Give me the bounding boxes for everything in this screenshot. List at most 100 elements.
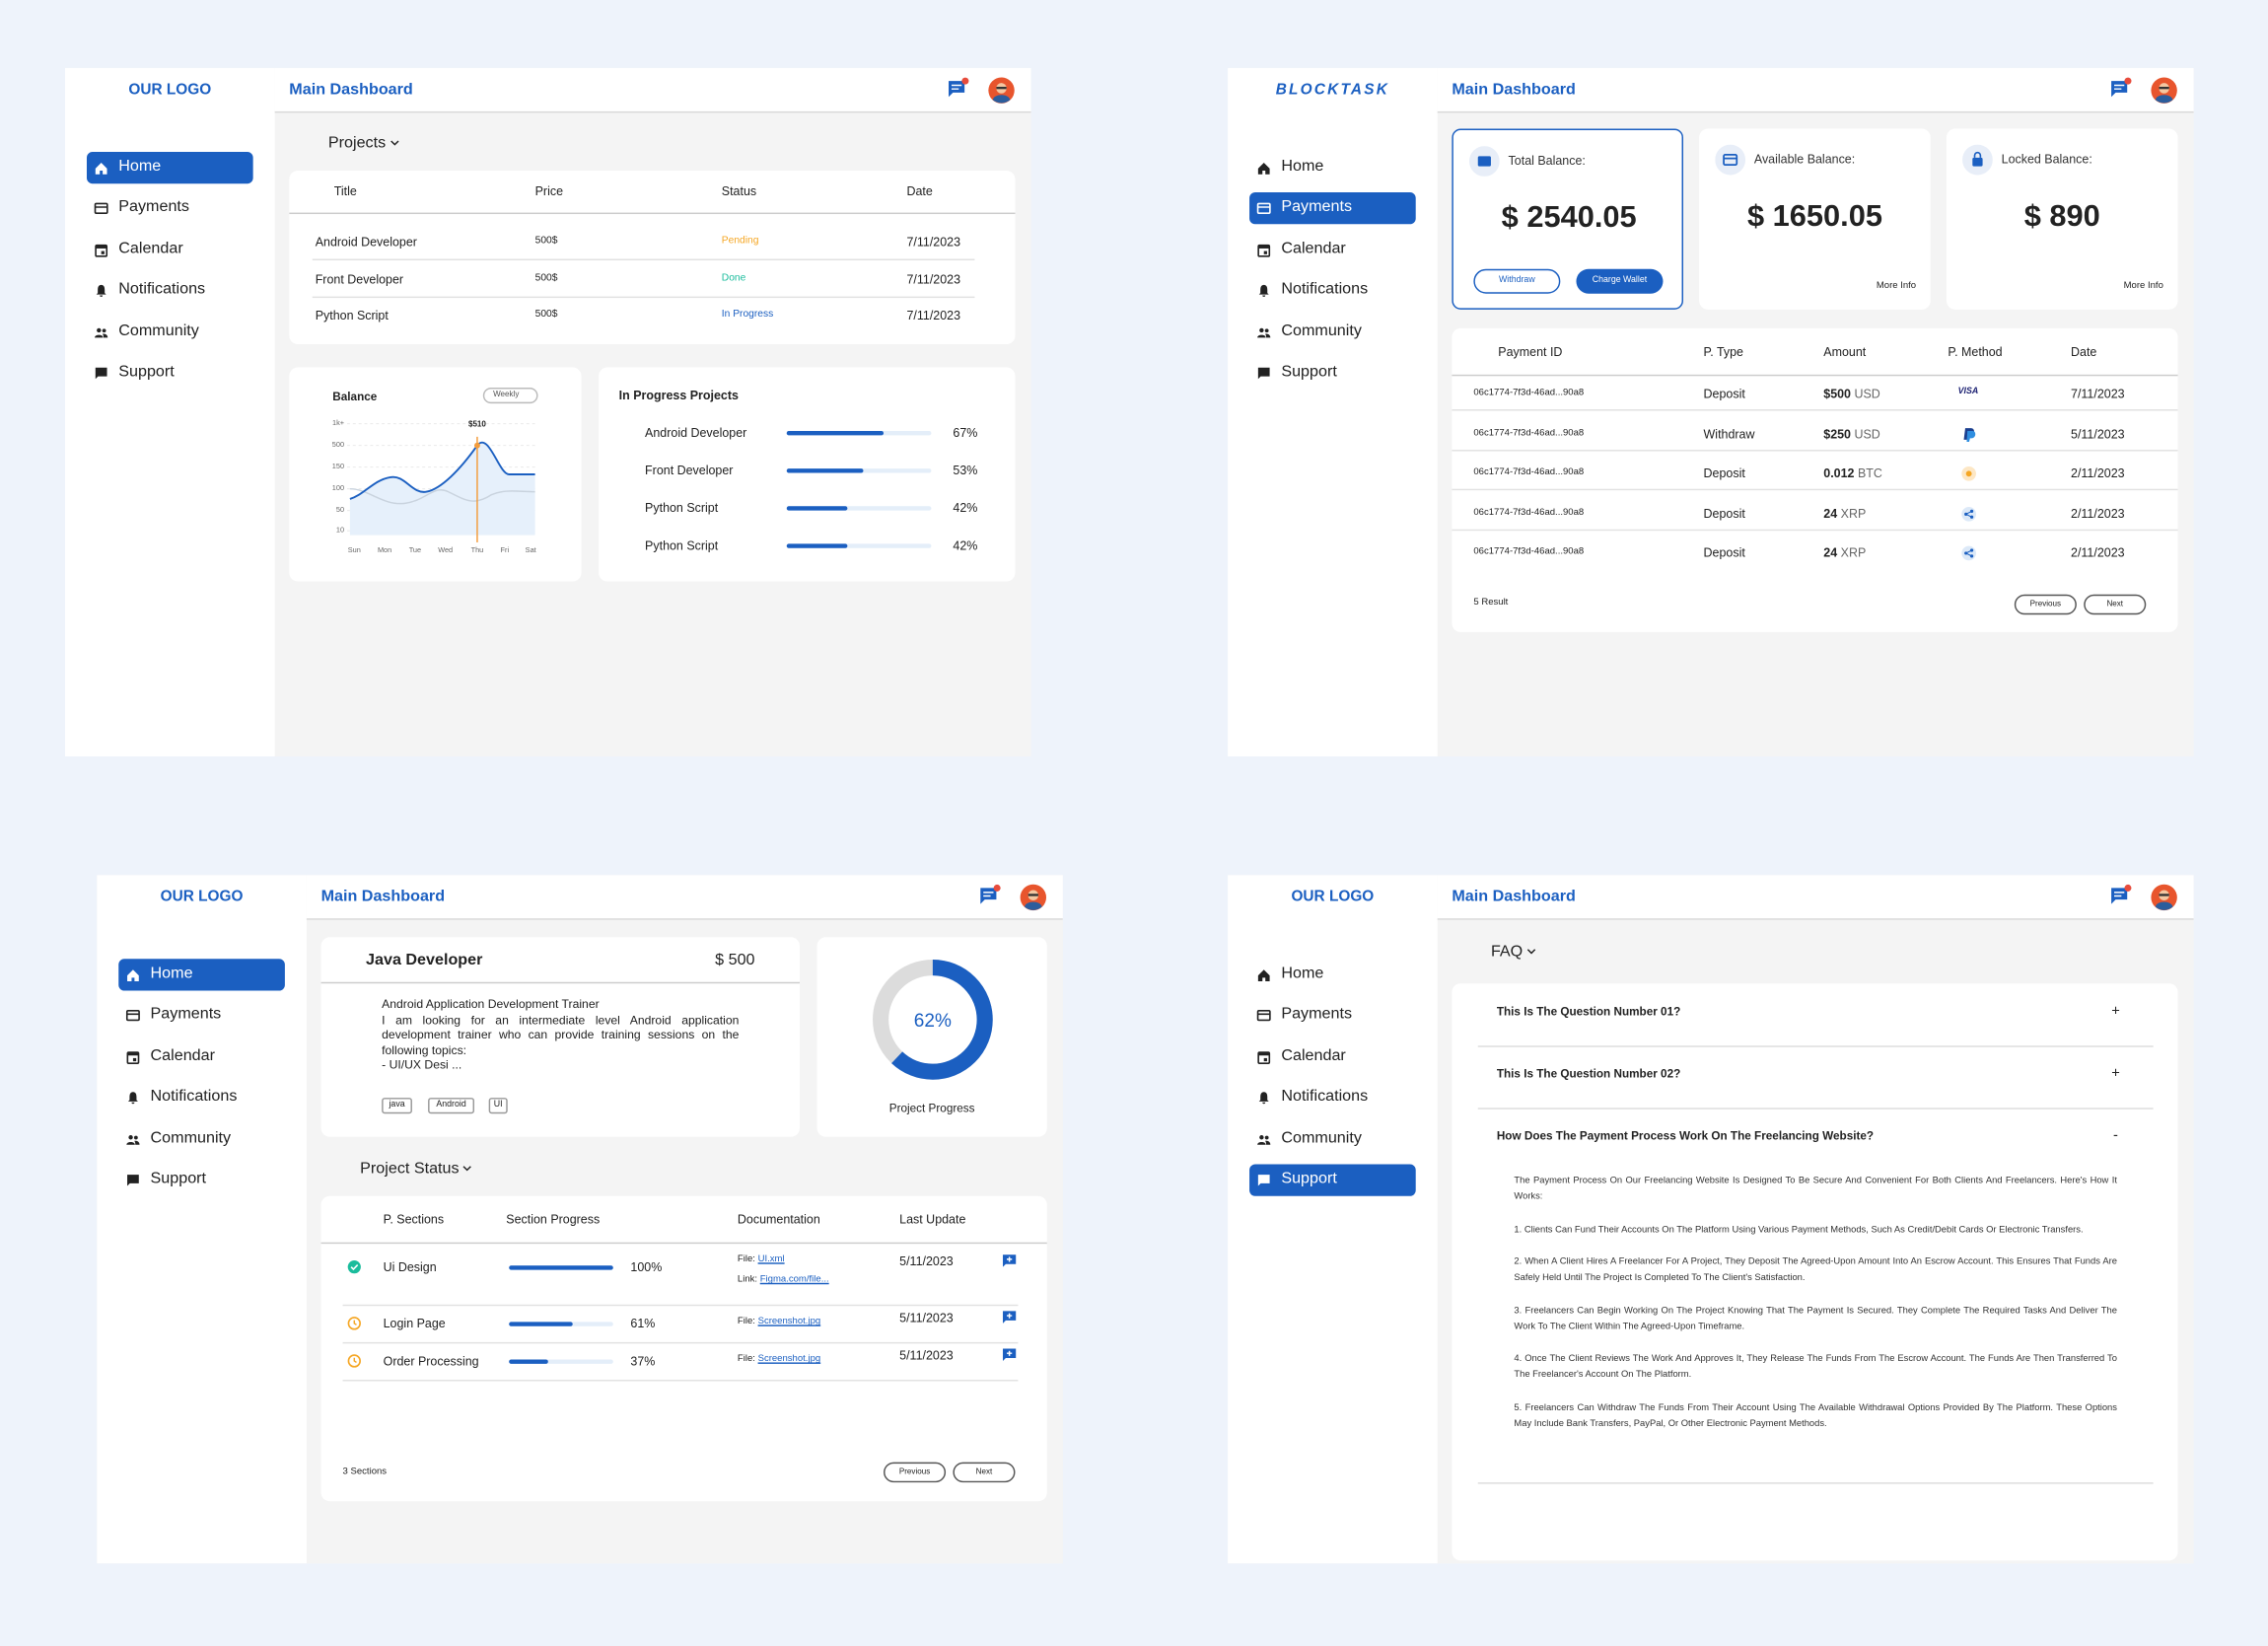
progress-percent: 37% [630, 1353, 656, 1369]
nav-icon [1256, 201, 1271, 216]
nav-item[interactable]: Home [118, 959, 285, 991]
nav-item[interactable]: Calendar [1249, 234, 1416, 265]
row-divider [1452, 449, 2178, 451]
icon-shape [1258, 245, 1270, 249]
nav-item[interactable]: Payments [1249, 192, 1416, 225]
icon-shape [1257, 244, 1271, 257]
nav-label: Calendar [1281, 240, 1346, 257]
faq-question[interactable]: This Is The Question Number 02? + [1478, 1060, 2154, 1092]
nav-item[interactable]: Payments [87, 193, 253, 225]
nav-item[interactable]: Notifications [87, 275, 253, 307]
payment-method: VISA [1957, 388, 1979, 396]
comment-button[interactable] [1002, 1348, 1017, 1363]
row-divider [1477, 1045, 2154, 1047]
dropdown[interactable]: Project Status [360, 1160, 472, 1178]
payment-method-icon [1959, 543, 1978, 562]
document-link[interactable]: Figma.com/file... [759, 1273, 829, 1285]
withdraw-button[interactable]: Withdraw [1473, 268, 1561, 294]
nav-item[interactable]: Support [1249, 1164, 1416, 1196]
nav-item[interactable]: Notifications [1249, 275, 1416, 307]
avatar[interactable] [988, 77, 1016, 105]
faq-question[interactable]: This Is The Question Number 01? + [1478, 998, 2154, 1030]
nav-item[interactable]: Support [87, 357, 253, 389]
amount-unit: BTC [1857, 465, 1882, 480]
more-info-link[interactable]: More Info [2123, 280, 2163, 291]
icon-shape [126, 1134, 140, 1145]
nav-item[interactable]: Home [86, 151, 253, 184]
document-link[interactable]: UI.xml [757, 1253, 785, 1264]
amount-unit: USD [1854, 386, 1880, 401]
icon-shape [1972, 157, 1983, 167]
nav-label: Community [118, 322, 199, 340]
nav-item[interactable]: Payments [118, 1000, 285, 1032]
icon-shape [95, 244, 108, 257]
avatar[interactable] [2151, 77, 2178, 105]
payment-id: 06c1774-7f3d-46ad...90a8 [1473, 507, 1585, 518]
icon-shape [992, 95, 1011, 104]
dropdown-label: Project Status [360, 1160, 460, 1178]
nav-icon [94, 284, 108, 299]
nav-icon [94, 324, 108, 339]
dropdown[interactable]: Projects [328, 134, 399, 152]
balance-label: Available Balance: [1753, 151, 1856, 167]
nav-item[interactable]: Support [1249, 357, 1416, 389]
nav-label: Home [1281, 157, 1324, 176]
payment-amount: 24 XRP [1823, 545, 1866, 560]
nav-item[interactable]: Calendar [87, 234, 253, 265]
payment-amount: 24 XRP [1823, 506, 1866, 521]
icon-shape [94, 203, 108, 215]
icon-shape [1006, 1256, 1013, 1262]
next-button[interactable]: Next [953, 1462, 1016, 1483]
nav-label: Support [150, 1170, 207, 1187]
messages-icon[interactable] [2110, 884, 2133, 906]
document-link[interactable]: Screenshot.jpg [757, 1353, 821, 1364]
balance-card: Balance Weekly 1k+ 500 150 100 50 10 Sun Mon Tue We… [289, 367, 582, 582]
icon-shape [2155, 95, 2173, 104]
column-header: P. Sections [383, 1211, 445, 1227]
avatar[interactable] [2151, 884, 2178, 911]
nav-item[interactable]: Community [118, 1123, 285, 1155]
project-title: Android Developer [315, 234, 417, 250]
nav-item[interactable]: Calendar [1249, 1041, 1416, 1073]
previous-button[interactable]: Previous [2014, 594, 2077, 615]
answer-paragraph: 5. Freelancers Can Withdraw The Funds Fr… [1514, 1402, 2117, 1429]
icon-shape [1257, 1175, 1270, 1186]
comment-button[interactable] [1002, 1253, 1017, 1268]
nav-label: Home [150, 965, 193, 982]
nav-icon [125, 1009, 141, 1024]
nav-item[interactable]: Home [1249, 152, 1416, 183]
document-link[interactable]: Screenshot.jpg [757, 1316, 821, 1326]
previous-button[interactable]: Previous [884, 1462, 947, 1483]
messages-icon[interactable] [2110, 77, 2133, 100]
nav-item[interactable]: Community [1249, 317, 1416, 348]
nav-item[interactable]: Home [1249, 959, 1416, 990]
status-icon [347, 1259, 362, 1274]
messages-icon[interactable] [979, 884, 1002, 906]
nav-item[interactable]: Support [118, 1165, 285, 1196]
project-price: 500$ [534, 309, 558, 321]
nav-item[interactable]: Community [1249, 1123, 1416, 1155]
nav-item[interactable]: Payments [1249, 1000, 1416, 1032]
dropdown[interactable]: FAQ [1491, 943, 1536, 961]
x-axis-label: Sat [525, 546, 536, 556]
next-button[interactable]: Next [2084, 594, 2147, 615]
chevron [463, 1166, 472, 1172]
balance-title: Balance [332, 390, 378, 404]
row-divider [342, 1304, 1019, 1307]
icon-shape [133, 1135, 138, 1139]
avatar[interactable] [1020, 884, 1047, 911]
more-info-link[interactable]: More Info [1876, 280, 1917, 291]
faq-question[interactable]: How Does The Payment Process Work On The… [1478, 1122, 2154, 1154]
charge-wallet-button[interactable]: Charge Wallet [1576, 268, 1664, 294]
nav-item[interactable]: Community [87, 317, 253, 348]
project-price: 500$ [534, 272, 558, 283]
icon-shape [1263, 250, 1267, 254]
balance-filter[interactable]: Weekly [482, 388, 538, 404]
nav-item[interactable]: Notifications [118, 1082, 285, 1113]
comment-button[interactable] [1002, 1311, 1017, 1325]
icon-shape [2155, 901, 2173, 910]
messages-icon[interactable] [948, 77, 970, 100]
nav-item[interactable]: Calendar [118, 1041, 285, 1073]
nav-item[interactable]: Notifications [1249, 1082, 1416, 1113]
nav-label: Payments [118, 198, 189, 217]
